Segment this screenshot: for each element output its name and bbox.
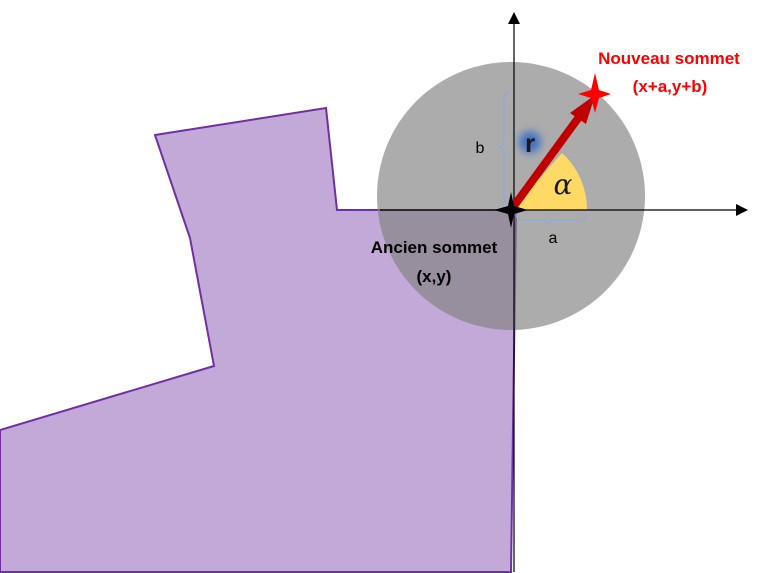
new-vertex-label: Nouveau sommet [598, 49, 740, 68]
vector-r [507, 114, 583, 213]
red-star-icon [578, 73, 611, 113]
axes [380, 12, 748, 572]
vector-arrowhead [570, 95, 595, 124]
radius-label: r [525, 128, 535, 158]
angle-sector [511, 153, 588, 210]
old-vertex-coords: (x,y) [417, 267, 452, 286]
dx-label: a [549, 230, 558, 247]
y-axis-arrowhead [508, 12, 520, 24]
x-axis-arrowhead [736, 204, 748, 216]
angle-label: α [554, 168, 573, 201]
radius-label-glow [519, 131, 541, 153]
black-star-icon [494, 192, 528, 228]
dy-label: b [476, 140, 485, 157]
dx-brace [515, 213, 587, 227]
new-vertex-coords: (x+a,y+b) [633, 77, 708, 96]
old-vertex-label: Ancien sommet [371, 238, 498, 257]
dy-brace [497, 91, 511, 205]
